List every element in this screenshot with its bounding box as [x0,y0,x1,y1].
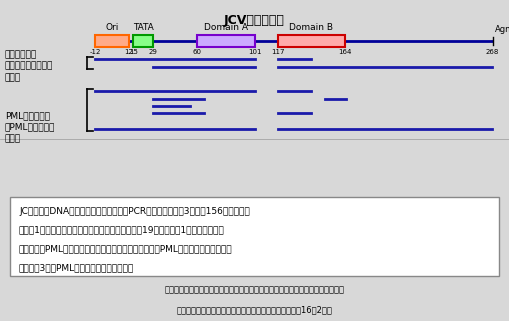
Text: 代表的な3種のPML型調節領域を示した）。: 代表的な3種のPML型調節領域を示した）。 [19,264,134,273]
Text: 60: 60 [192,49,202,55]
Text: ＜難治性疾患克服研究事業＞プリオン病及び遅発性ウイルス感染症に関する調査: ＜難治性疾患克服研究事業＞プリオン病及び遅発性ウイルス感染症に関する調査 [164,285,345,294]
Text: Ori: Ori [105,23,119,32]
Bar [197,35,255,47]
Text: PML型調節領域
（PML患者の脳、
髄液）: PML型調節領域 （PML患者の脳、 髄液） [5,111,55,143]
Text: 髄液と1名の患者の脳生検を検査した。その結果、19名の髄液と1名の脳生検から: 髄液と1名の患者の脳生検を検査した。その結果、19名の髄液と1名の脳生検から [19,226,225,235]
Text: 15: 15 [129,49,138,55]
Text: JCVの調節領域: JCVの調節領域 [224,14,285,27]
Text: JCウイルスDNAの調節領域を標的としたPCRを用いて、過去3年間に156名の患者の: JCウイルスDNAの調節領域を標的としたPCRを用いて、過去3年間に156名の患… [19,207,250,216]
Bar [278,35,345,47]
Text: 268: 268 [485,49,499,55]
Text: 原型調節領域
（健常人の尿、腎、
扁桃）: 原型調節領域 （健常人の尿、腎、 扁桃） [5,50,53,82]
Text: Domain B: Domain B [289,23,333,32]
Bar [95,35,129,47]
Bar [133,35,153,47]
Text: 101: 101 [248,49,262,55]
Text: 研究班（水澤班）　　協力研究員：余郷嘉明作成（平成16年2月）: 研究班（水澤班） 協力研究員：余郷嘉明作成（平成16年2月） [177,305,332,314]
Text: 164: 164 [338,49,351,55]
Text: Domain A: Domain A [204,23,248,32]
Text: 117: 117 [271,49,285,55]
Text: -12: -12 [89,49,101,55]
Text: 29: 29 [149,49,158,55]
Text: 12: 12 [125,49,133,55]
Text: TATA: TATA [133,23,154,32]
Text: Agno: Agno [495,25,509,34]
Text: ユニークなPML型調節領域が検出され、これらの患者はPMLと診断された（図には: ユニークなPML型調節領域が検出され、これらの患者はPMLと診断された（図には [19,245,233,254]
